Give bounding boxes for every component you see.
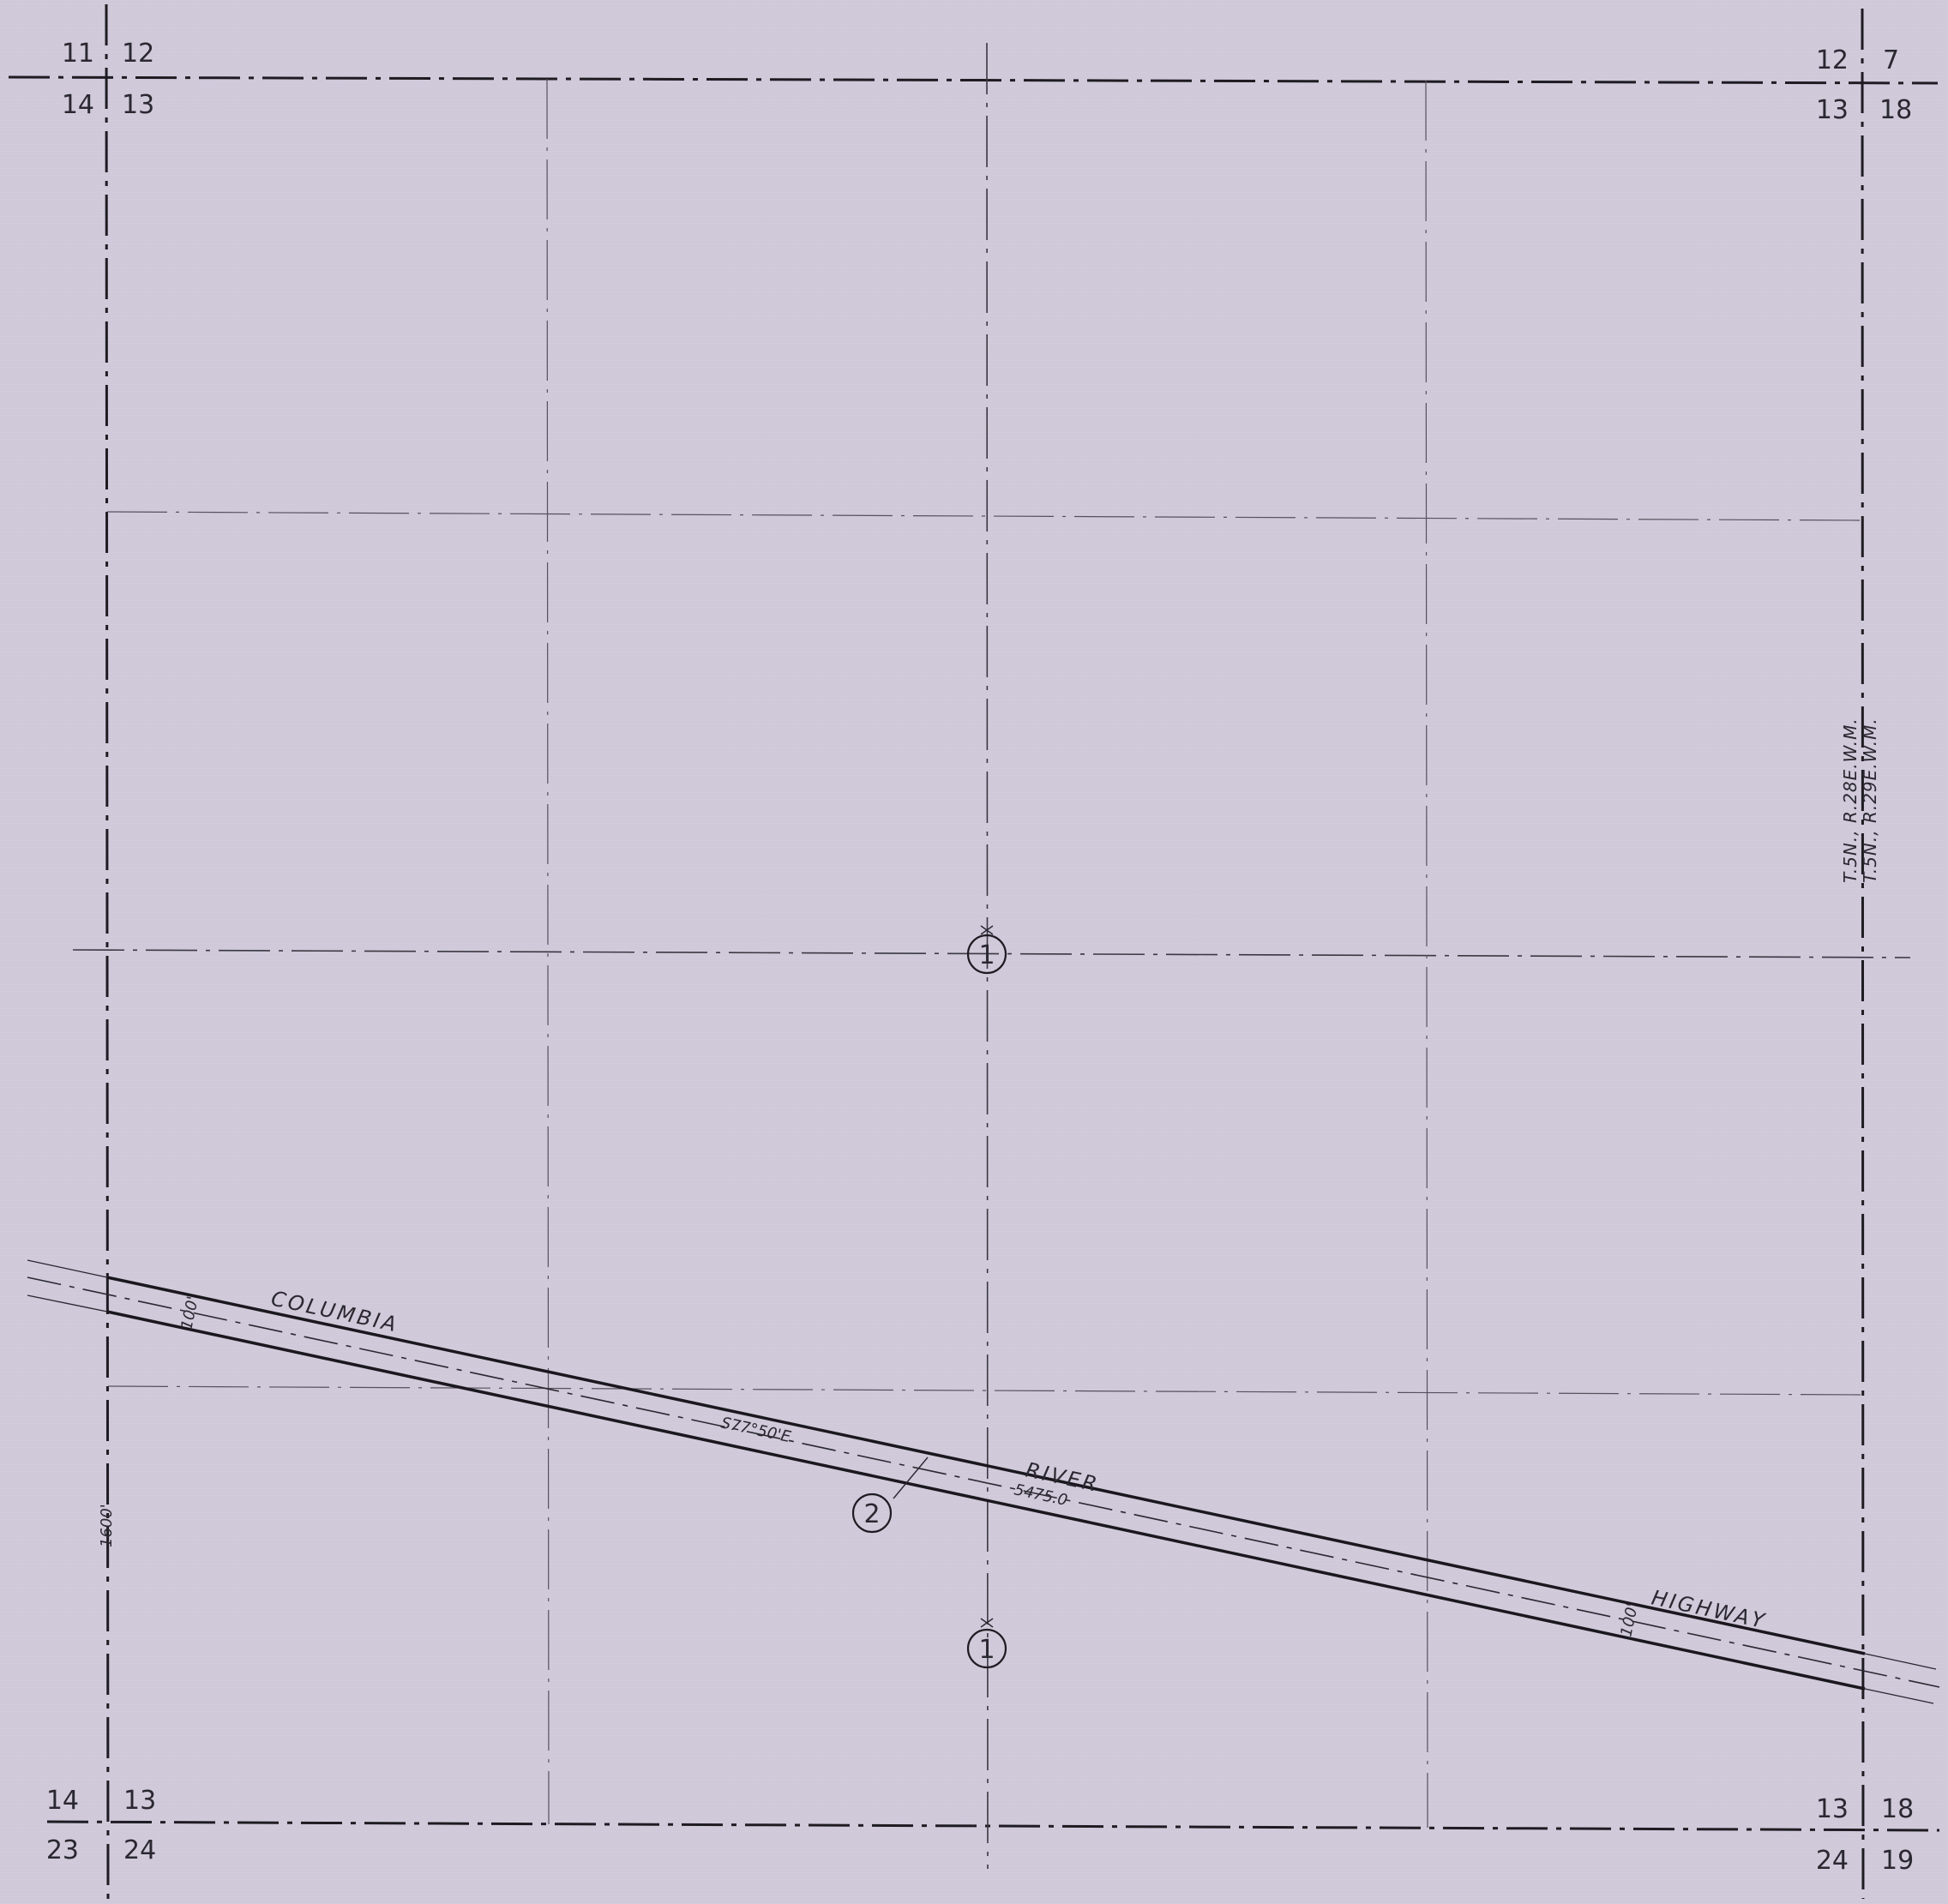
road-label-highway: HIGHWAY bbox=[1650, 1585, 1769, 1633]
corner-tr-lower-left: 13 bbox=[1816, 95, 1849, 125]
marker-1-center-label: 1 bbox=[978, 940, 995, 970]
corner-tl-lower-right: 13 bbox=[122, 90, 154, 120]
quarter-line-horizontal bbox=[72, 949, 1911, 958]
section-line-west bbox=[105, 3, 110, 1900]
sixteenth-line-north bbox=[106, 511, 1861, 521]
corner-br-upper-right: 18 bbox=[1881, 1794, 1914, 1824]
marker-1-center: 1 bbox=[966, 925, 1007, 975]
township-label-upper: T.5N., R.28E.W.M. bbox=[1840, 718, 1861, 883]
highway-south-extension-west bbox=[27, 1294, 108, 1312]
corner-tl-lower-left: 14 bbox=[62, 90, 94, 120]
quarter-line-vertical bbox=[986, 42, 989, 1870]
marker-2-road: 2 bbox=[851, 1457, 929, 1534]
marker-2-label: 2 bbox=[863, 1499, 880, 1529]
offset-label: 1600' bbox=[98, 1504, 116, 1547]
corner-tr-lower-right: 18 bbox=[1879, 95, 1912, 125]
road-label-columbia: COLUMBIA bbox=[269, 1286, 401, 1336]
corner-tl-upper-right: 12 bbox=[122, 39, 154, 69]
section-line-east bbox=[1861, 8, 1865, 1900]
corner-br-upper-left: 13 bbox=[1816, 1794, 1849, 1824]
marker-1-south-label: 1 bbox=[978, 1635, 995, 1665]
highway-centerline bbox=[27, 1276, 1940, 1688]
township-label-lower: T.5N., R.29E.W.M. bbox=[1860, 718, 1880, 883]
highway-south-edge bbox=[106, 1310, 1866, 1691]
highway-north-extension-east bbox=[1864, 1653, 1937, 1670]
highway-south-extension-east bbox=[1864, 1688, 1934, 1704]
road-width-east: 100' bbox=[1617, 1601, 1642, 1638]
sixteenth-line-west bbox=[546, 78, 550, 1825]
highway-north-extension-west bbox=[27, 1259, 108, 1278]
corner-br-lower-left: 24 bbox=[1816, 1846, 1849, 1876]
corner-tl-upper-left: 11 bbox=[62, 39, 94, 69]
corner-bottom-right: 13 18 24 19 bbox=[1816, 1794, 1914, 1876]
corner-top-right: 12 7 13 18 bbox=[1816, 45, 1912, 125]
corner-bl-lower-right: 24 bbox=[123, 1835, 156, 1865]
marker-1-south: 1 bbox=[966, 1618, 1007, 1669]
corner-tr-upper-left: 12 bbox=[1816, 45, 1849, 75]
sixteenth-line-east bbox=[1425, 80, 1428, 1829]
sixteenth-line-south bbox=[107, 1385, 1863, 1396]
section-line-south bbox=[46, 1820, 1940, 1832]
corner-bl-upper-right: 13 bbox=[123, 1786, 156, 1816]
corner-br-lower-right: 19 bbox=[1881, 1846, 1914, 1876]
highway-north-edge bbox=[106, 1276, 1866, 1655]
corner-bl-upper-left: 14 bbox=[46, 1786, 79, 1816]
road-bearing: S77°50'E bbox=[719, 1414, 793, 1446]
corner-bl-lower-left: 23 bbox=[46, 1835, 79, 1865]
corner-top-left: 11 12 14 13 bbox=[62, 39, 154, 120]
section-line-north bbox=[8, 75, 1939, 85]
corner-bottom-left: 14 13 23 24 bbox=[46, 1786, 156, 1865]
road-width-west: 100' bbox=[177, 1294, 202, 1331]
corner-tr-upper-right: 7 bbox=[1883, 45, 1899, 75]
